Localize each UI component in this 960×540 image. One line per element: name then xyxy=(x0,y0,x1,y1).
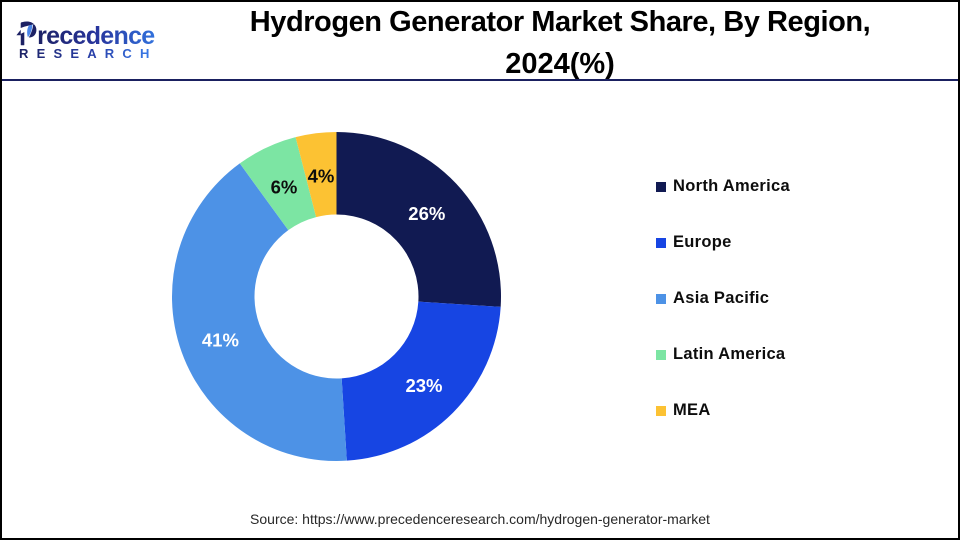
svg-text:RESEARCH: RESEARCH xyxy=(19,46,158,61)
svg-text:26%: 26% xyxy=(408,203,445,224)
svg-text:6%: 6% xyxy=(271,177,298,198)
svg-text:41%: 41% xyxy=(202,330,239,351)
svg-text:23%: 23% xyxy=(405,375,442,396)
svg-text:4%: 4% xyxy=(308,166,335,187)
svg-text:recedence: recedence xyxy=(37,22,155,50)
